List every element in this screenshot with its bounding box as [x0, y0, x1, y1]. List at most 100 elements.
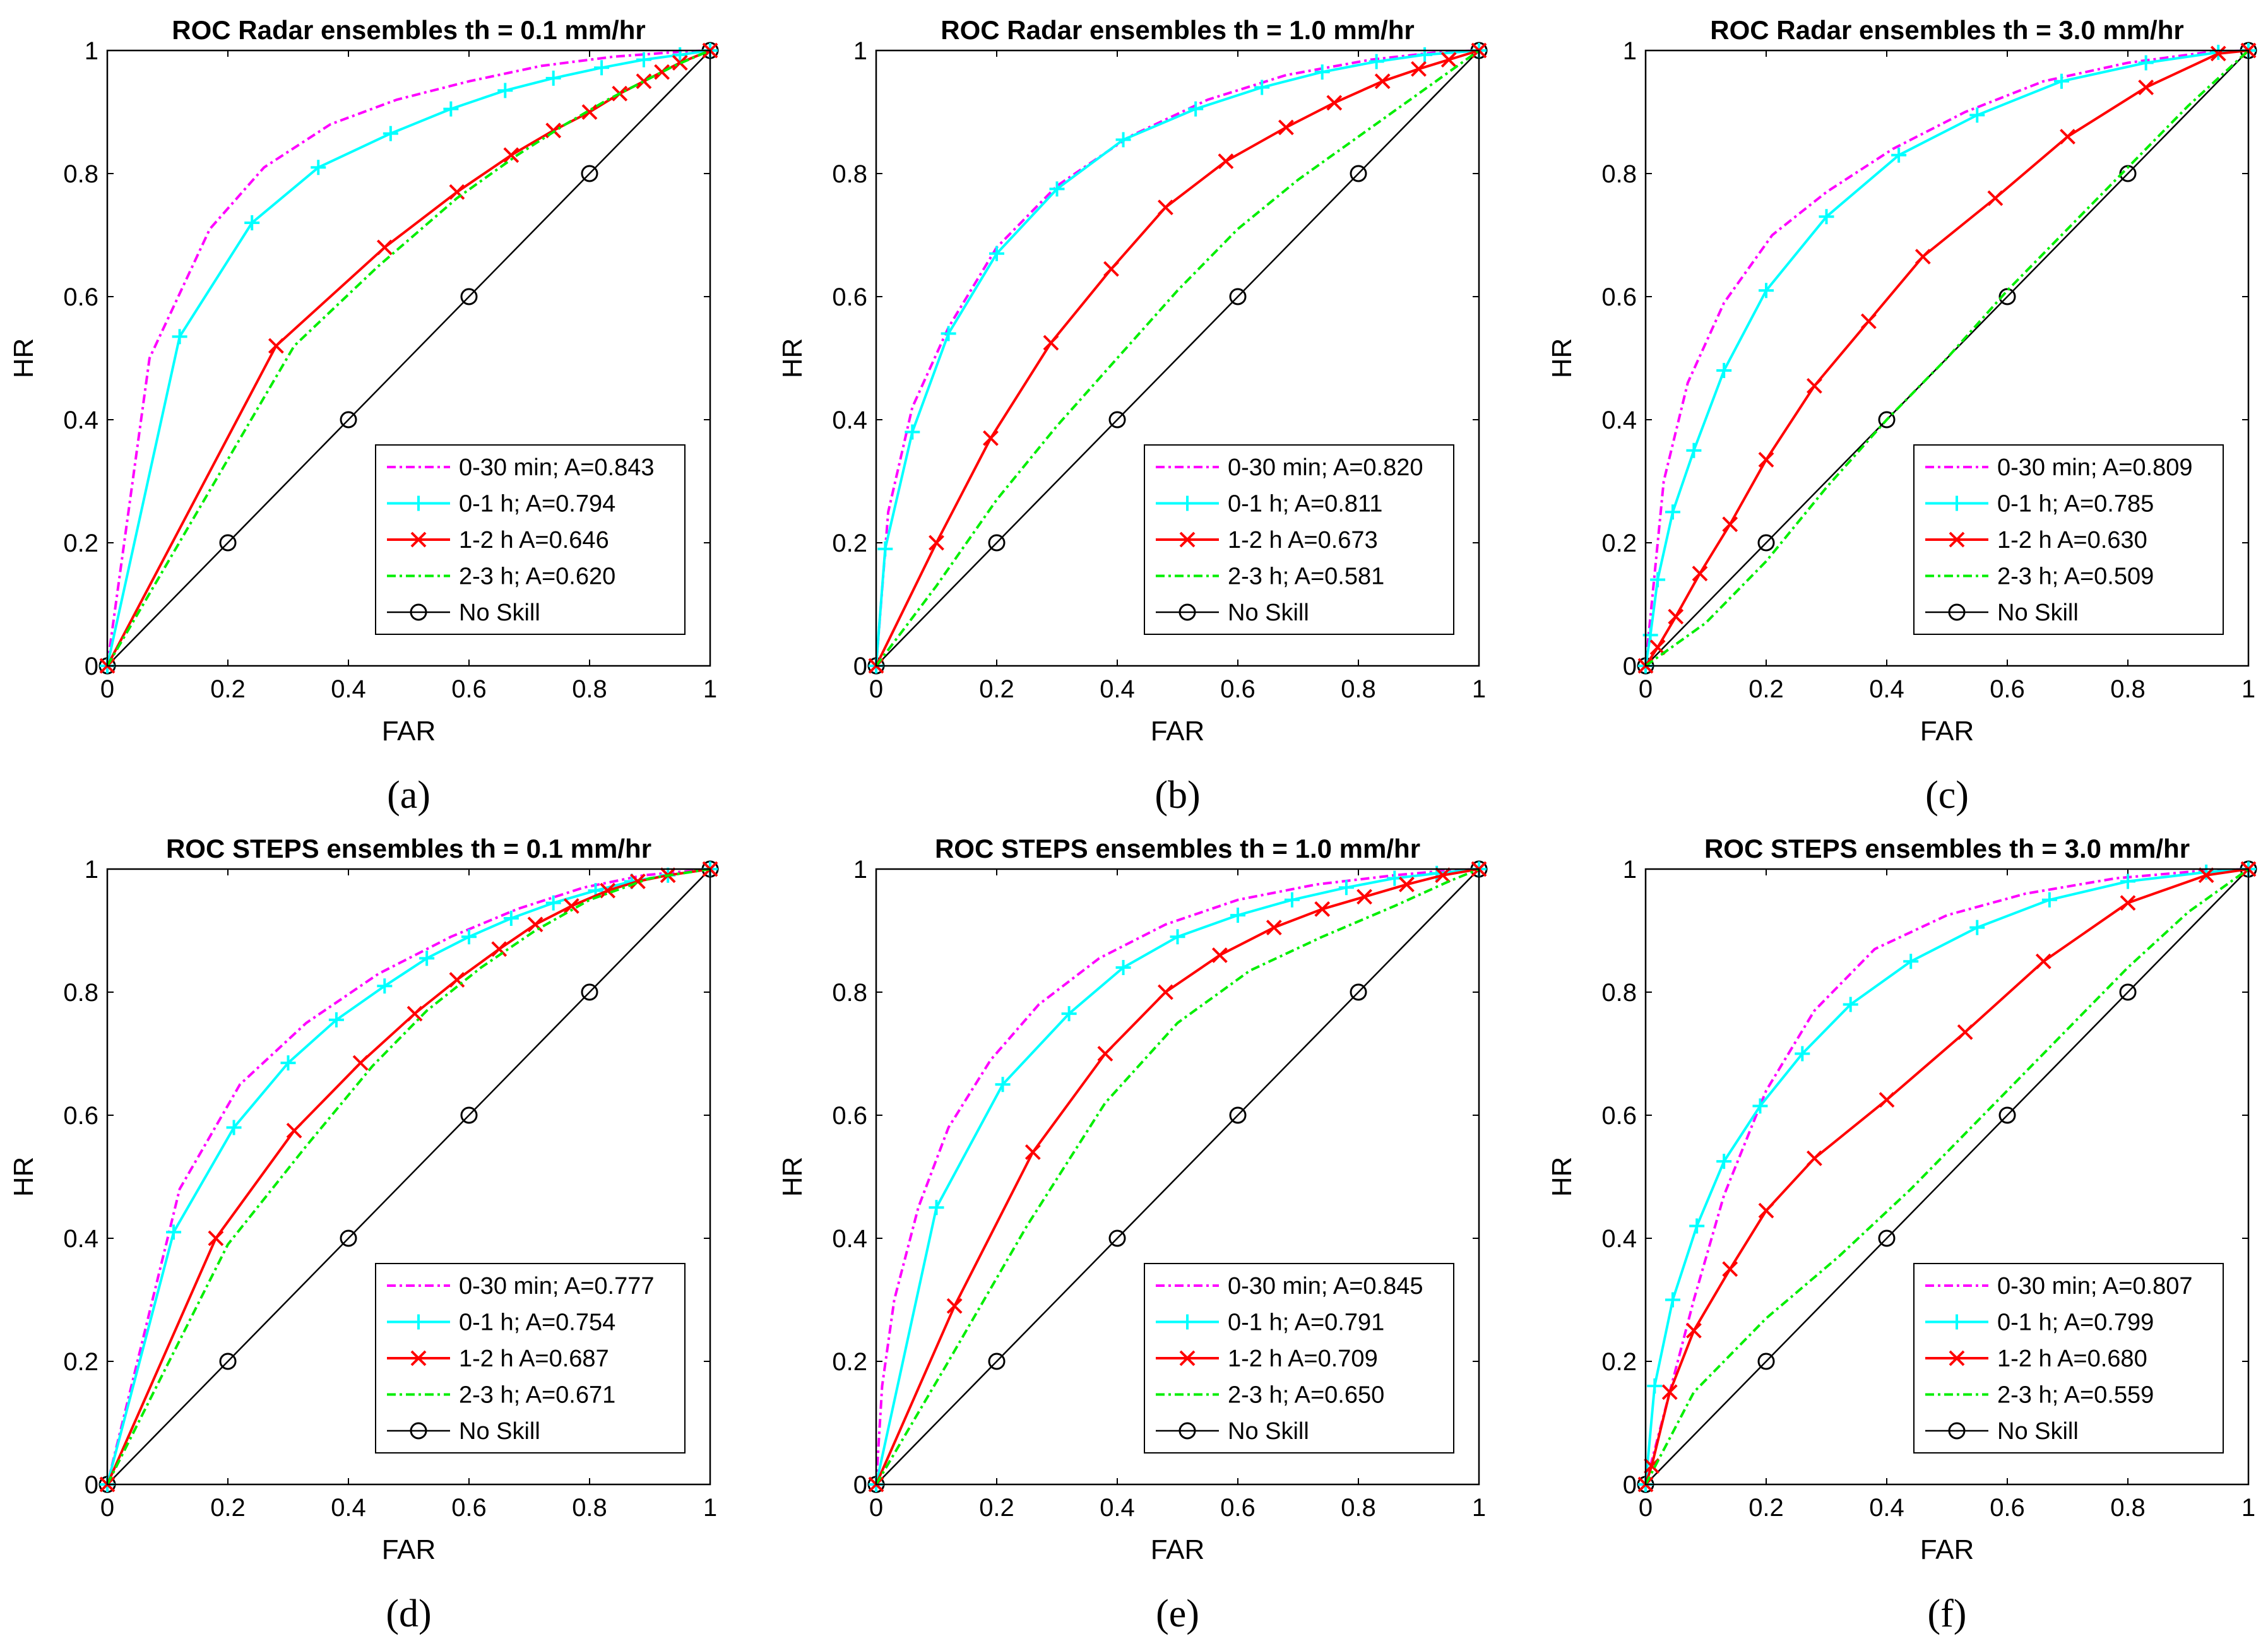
panel-b-legend-entry-4: No Skill	[1156, 600, 1309, 626]
panel-e-series-2-3-h	[875, 868, 1480, 1486]
panel-d-ytick-label-0: 0	[85, 1471, 98, 1499]
panel-d-ytick-label-3: 0.6	[63, 1102, 98, 1130]
panel-a-legend: 0-30 min; A=0.843 0-1 h; A=0.794 1-2 h A=0…	[375, 444, 686, 635]
panel-c-series-1-2-h-point-5-b	[1758, 451, 1774, 468]
panel-b-title: ROC Radar ensembles th = 1.0 mm/hr	[941, 15, 1414, 45]
panel-e-series-1-2-h-line	[875, 868, 1480, 1485]
panel-e-series-1-2-h	[868, 861, 1487, 1493]
panel-b-legend-entry-2-label: 1-2 h A=0.673	[1228, 527, 1378, 554]
panel-d-legend-entry-4-label: No Skill	[459, 1418, 540, 1445]
panel-f-series-1-2-h-point-9-b	[2035, 953, 2051, 969]
panel-f-ytick-label-2: 0.4	[1601, 1225, 1637, 1253]
panel-c-ytick-label-3: 0.6	[1601, 283, 1637, 311]
panel-f-series-0-1-h-line	[1644, 868, 2249, 1485]
panel-c-legend-entry-2: 1-2 h A=0.630	[1925, 527, 2147, 554]
panel-f-series-2-3-h	[1644, 868, 2250, 1485]
panel-d-legend-entry-2-marker-b	[410, 1350, 427, 1366]
panel-f-legend-entry-3-label: 2-3 h; A=0.559	[1997, 1382, 2154, 1409]
panel-c-legend-entry-3-label: 2-3 h; A=0.509	[1997, 564, 2154, 590]
panel-c-series-1-2-h-point-2-b	[1668, 608, 1684, 625]
panel-b-series-2-3-h-line	[875, 49, 1480, 667]
panel-c-series-1-2-h-point-6-b	[1806, 377, 1822, 394]
panel-a-series-2-3-h-line	[106, 49, 711, 667]
panel-d-ylabel: HR	[8, 1157, 39, 1197]
panel-f-series-1-2-h-point-5-b	[1758, 1202, 1774, 1219]
panel-d-series-2-3-h-line	[106, 868, 711, 1485]
panel-b-xtick-label-3: 0.6	[1220, 675, 1256, 703]
panel-e-legend-entry-4: No Skill	[1156, 1418, 1309, 1445]
panel-f-xtick-label-5: 1	[2241, 1494, 2255, 1522]
panel-b-legend-entry-0: 0-30 min; A=0.820	[1156, 454, 1423, 481]
panel-f-ytick-label-4: 0.8	[1601, 979, 1637, 1007]
panel-a-series-0-30-min-line	[106, 49, 711, 666]
panel-e-xtick-label-4: 0.8	[1341, 1494, 1376, 1522]
panel-e-legend-entry-4-marker	[1179, 1422, 1196, 1440]
panel-a-ylabel: HR	[8, 338, 39, 379]
panel-e-xlabel: FAR	[1151, 1534, 1205, 1565]
panel-e-ytick-label-2: 0.4	[832, 1225, 867, 1253]
panel-a-series-1-2-h-point-2-b	[376, 239, 393, 256]
panel-a-series-no-skill-point-1	[219, 534, 237, 552]
panel-e-ytick-label-1: 0.2	[832, 1348, 867, 1376]
panel-f-xtick-label-4: 0.8	[2110, 1494, 2146, 1522]
panel-b-ytick-label-0: 0	[853, 653, 867, 680]
panel-f-series-1-2-h-point-7-b	[1879, 1092, 1895, 1108]
panel-a-series-1-2-h-point-4-b	[503, 147, 520, 163]
panel-d-xtick-label-5: 1	[703, 1494, 717, 1522]
panel-f-legend-entry-2-label: 1-2 h A=0.680	[1997, 1346, 2147, 1372]
panel-a-ytick-label-1: 0.2	[63, 530, 98, 557]
panel-e-series-0-30-min	[875, 868, 1480, 1485]
panel-d-xtick-label-4: 0.8	[572, 1494, 607, 1522]
panel-d-series-2-3-h	[106, 868, 711, 1485]
panel-b-series-no-skill-point-4	[1350, 165, 1367, 182]
panel-c-series-no-skill-point-2	[1878, 411, 1896, 429]
panel-c-legend-entry-3: 2-3 h; A=0.509	[1925, 564, 2154, 590]
panel-d-ytick-label-1: 0.2	[63, 1348, 98, 1376]
panel-b-xtick-label-5: 1	[1472, 675, 1486, 703]
panel-d-series-1-2-h-point-9-b	[600, 882, 616, 899]
panel-e-title: ROC STEPS ensembles th = 1.0 mm/hr	[935, 834, 1420, 863]
panel-f-ytick-label-1: 0.2	[1601, 1348, 1637, 1376]
panel-f-legend-entry-0-label: 0-30 min; A=0.807	[1997, 1273, 2193, 1300]
panel-e-legend-entry-1-label: 0-1 h; A=0.791	[1228, 1310, 1384, 1336]
panel-a-legend-entry-1: 0-1 h; A=0.794	[387, 491, 615, 518]
panel-b-xtick-label-0: 0	[869, 675, 883, 703]
panel-f-series-0-1-h	[1638, 861, 2256, 1492]
panel-e-legend-entry-2: 1-2 h A=0.709	[1156, 1346, 1378, 1372]
panel-f-series-1-2-h	[1637, 861, 2257, 1493]
panel-a-series-1-2-h-point-3-b	[449, 184, 465, 200]
panel-c-legend-entry-4: No Skill	[1925, 600, 2079, 626]
panel-c-ytick-label-5: 1	[1623, 37, 1637, 65]
panel-c-series-1-2-h-point-7-b	[1860, 313, 1877, 329]
panel-b-series-1-2-h-point-6-b	[1218, 153, 1234, 169]
panel-f-legend-entry-3: 2-3 h; A=0.559	[1925, 1382, 2154, 1409]
panel-c-series-no-skill-line	[1645, 50, 2249, 666]
panel-b-legend-entry-3-label: 2-3 h; A=0.581	[1228, 564, 1384, 590]
panel-e-series-no-skill-point-2	[1108, 1229, 1126, 1247]
panel-a-series-no-skill-point-4	[581, 165, 598, 182]
panel-a-legend-entry-2-label: 1-2 h A=0.646	[459, 527, 609, 554]
panel-f-ylabel: HR	[1547, 1157, 1577, 1197]
panel-c-series-1-2-h-point-12-b	[2210, 45, 2226, 62]
panel-e-ytick-label-3: 0.6	[832, 1102, 867, 1130]
panel-b-legend-entry-4-marker	[1179, 603, 1196, 621]
panel-f-series-0-30-min	[1644, 868, 2249, 1485]
panel-c-xlabel: FAR	[1920, 716, 1974, 747]
panel-a-legend-entry-3: 2-3 h; A=0.620	[387, 564, 615, 590]
panel-d-legend-entry-3-label: 2-3 h; A=0.671	[459, 1382, 615, 1409]
panel-d-ytick-label-2: 0.4	[63, 1225, 98, 1253]
panel-d-series-0-1-h-line	[106, 868, 711, 1485]
panel-d-series-1-2-h-point-1-b	[208, 1230, 224, 1246]
panel-c-legend-entry-2-label: 1-2 h A=0.630	[1997, 527, 2147, 554]
panel-e-legend-entry-4-label: No Skill	[1228, 1418, 1309, 1445]
panel-d-legend-entry-2: 1-2 h A=0.687	[387, 1346, 609, 1372]
panel-e-ylabel: HR	[777, 1157, 808, 1197]
panel-b-legend-entry-0-label: 0-30 min; A=0.820	[1228, 454, 1423, 481]
panel-c-xtick-label-3: 0.6	[1990, 675, 2025, 703]
panel-b-ytick-label-5: 1	[853, 37, 867, 65]
panel-e-series-1-2-h-point-1-b	[946, 1298, 963, 1314]
panel-a-series-no-skill-point-2	[340, 411, 357, 429]
panel-d-series-1-2-h-point-10-b	[629, 873, 646, 889]
panel-f-series-1-2-h-point-2-b	[1661, 1384, 1678, 1400]
panel-a-series-1-2-h-point-9-b	[654, 64, 670, 80]
